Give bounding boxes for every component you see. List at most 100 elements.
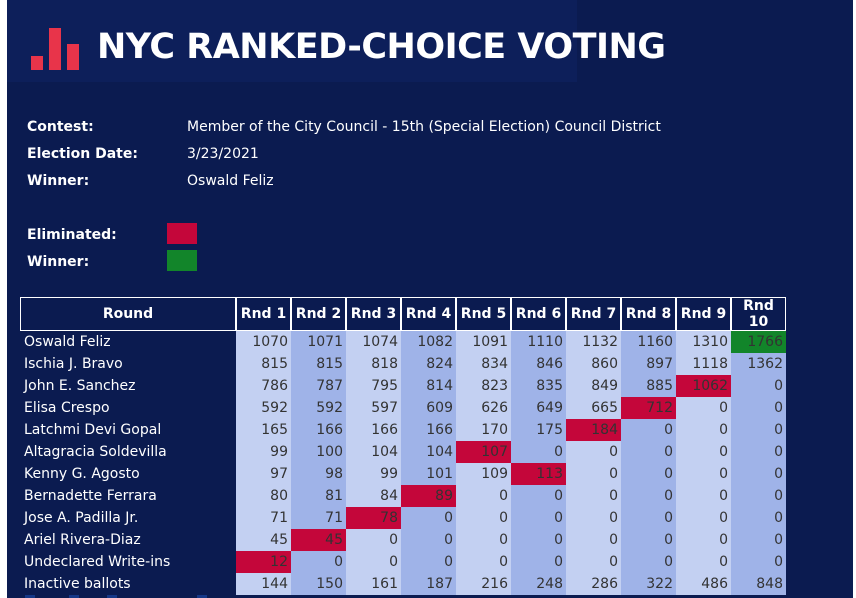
vote-count-cell: 0 <box>676 551 731 573</box>
vote-count-cell: 78 <box>346 507 401 529</box>
round-header-2: Rnd 2 <box>291 297 346 331</box>
vote-count-cell: 0 <box>676 485 731 507</box>
vote-count-cell: 166 <box>291 419 346 441</box>
vote-count-cell: 597 <box>346 397 401 419</box>
vote-count-cell: 897 <box>621 353 676 375</box>
vote-count-cell: 1062 <box>676 375 731 397</box>
table-row: Latchmi Devi Gopal 165 166 166 166 170 175 184 0… <box>20 419 786 441</box>
vote-count-cell: 860 <box>566 353 621 375</box>
vote-count-cell: 846 <box>511 353 566 375</box>
vote-count-cell: 0 <box>676 419 731 441</box>
vote-count-cell: 107 <box>456 441 511 463</box>
vote-count-cell: 712 <box>621 397 676 419</box>
vote-count-cell: 0 <box>566 441 621 463</box>
table-row: Ariel Rivera-Diaz 45 45 0 0 0 0 0 0 0 0 <box>20 529 786 551</box>
vote-count-cell: 0 <box>566 485 621 507</box>
vote-count-cell: 1118 <box>676 353 731 375</box>
vote-count-cell: 0 <box>456 551 511 573</box>
candidate-name: Undeclared Write-ins <box>24 554 171 570</box>
vote-count-cell: 71 <box>291 507 346 529</box>
candidate-name: Inactive ballots <box>24 576 131 592</box>
vote-count-cell: 248 <box>511 573 566 595</box>
vote-count-cell: 0 <box>731 551 786 573</box>
vote-count-cell: 609 <box>401 397 456 419</box>
table-row: Kenny G. Agosto 97 98 99 101 109 113 0 0 0 0 <box>20 463 786 485</box>
round-header-1: Rnd 1 <box>236 297 291 331</box>
vote-count-cell: 649 <box>511 397 566 419</box>
vote-count-cell: 101 <box>401 463 456 485</box>
vote-count-cell: 45 <box>291 529 346 551</box>
vote-count-cell: 166 <box>401 419 456 441</box>
election-date-label: Election Date: <box>27 146 138 162</box>
round-header-10: Rnd 10 <box>731 297 786 331</box>
vote-count-cell: 0 <box>511 529 566 551</box>
round-header-3: Rnd 3 <box>346 297 401 331</box>
vote-count-cell: 0 <box>401 529 456 551</box>
vote-count-cell: 1082 <box>401 331 456 353</box>
vote-count-cell: 1310 <box>676 331 731 353</box>
vote-count-cell: 0 <box>731 441 786 463</box>
vote-count-cell: 1110 <box>511 331 566 353</box>
results-table: Round Rnd 1 Rnd 2 Rnd 3 Rnd 4 Rnd 5 Rnd 6 Rnd … <box>20 297 786 595</box>
candidate-name: Altagracia Soldevilla <box>24 444 167 460</box>
election-date-value: 3/23/2021 <box>187 146 259 162</box>
vote-count-cell: 150 <box>291 573 346 595</box>
candidate-name: John E. Sanchez <box>24 378 136 394</box>
vote-count-cell: 786 <box>236 375 291 397</box>
vote-count-cell: 1160 <box>621 331 676 353</box>
vote-count-cell: 0 <box>731 419 786 441</box>
vote-count-cell: 0 <box>511 507 566 529</box>
vote-count-cell: 885 <box>621 375 676 397</box>
vote-count-cell: 835 <box>511 375 566 397</box>
vote-count-cell: 99 <box>236 441 291 463</box>
vote-count-cell: 0 <box>621 463 676 485</box>
vote-count-cell: 216 <box>456 573 511 595</box>
vote-count-cell: 0 <box>456 529 511 551</box>
table-row: Ischia J. Bravo 815 815 818 824 834 846 860 897 1… <box>20 353 786 375</box>
table-row: Undeclared Write-ins 12 0 0 0 0 0 0 0 0 0 <box>20 551 786 573</box>
table-row: Oswald Feliz 1070 1071 1074 1082 1091 1110 1132… <box>20 331 786 353</box>
vote-count-cell: 0 <box>401 507 456 529</box>
vote-count-cell: 626 <box>456 397 511 419</box>
vote-count-cell: 99 <box>346 463 401 485</box>
vote-count-cell: 795 <box>346 375 401 397</box>
vote-count-cell: 0 <box>566 507 621 529</box>
legend-eliminated-swatch <box>167 223 197 244</box>
vote-count-cell: 166 <box>346 419 401 441</box>
vote-count-cell: 0 <box>566 463 621 485</box>
candidate-name: Elisa Crespo <box>24 400 110 416</box>
candidate-name: Kenny G. Agosto <box>24 466 140 482</box>
legend-eliminated-label: Eliminated: <box>27 227 117 243</box>
vote-count-cell: 0 <box>511 441 566 463</box>
candidate-name: Jose A. Padilla Jr. <box>24 510 139 526</box>
candidate-name: Bernadette Ferrara <box>24 488 157 504</box>
table-row: John E. Sanchez 786 787 795 814 823 835 849 885 1… <box>20 375 786 397</box>
vote-count-cell: 1132 <box>566 331 621 353</box>
vote-count-cell: 98 <box>291 463 346 485</box>
vote-count-cell: 0 <box>291 551 346 573</box>
round-header: Round <box>20 297 236 331</box>
results-panel: NYC RANKED-CHOICE VOTING Contest: Member… <box>7 0 853 598</box>
vote-count-cell: 0 <box>346 551 401 573</box>
vote-count-cell: 787 <box>291 375 346 397</box>
round-header-6: Rnd 6 <box>511 297 566 331</box>
vote-count-cell: 0 <box>731 463 786 485</box>
page-title: NYC RANKED-CHOICE VOTING <box>97 27 666 67</box>
vote-count-cell: 104 <box>401 441 456 463</box>
table-row: Altagracia Soldevilla 99 100 104 104 107 0 0 0 0 0 <box>20 441 786 463</box>
round-header-9: Rnd 9 <box>676 297 731 331</box>
vote-count-cell: 592 <box>236 397 291 419</box>
candidate-name: Ariel Rivera-Diaz <box>24 532 141 548</box>
vote-count-cell: 0 <box>621 419 676 441</box>
vote-count-cell: 0 <box>731 375 786 397</box>
vote-count-cell: 165 <box>236 419 291 441</box>
round-header-7: Rnd 7 <box>566 297 621 331</box>
vote-count-cell: 144 <box>236 573 291 595</box>
vote-count-cell: 0 <box>731 397 786 419</box>
vote-count-cell: 592 <box>291 397 346 419</box>
contest-label: Contest: <box>27 119 94 135</box>
vote-count-cell: 834 <box>456 353 511 375</box>
vote-count-cell: 823 <box>456 375 511 397</box>
vote-count-cell: 1362 <box>731 353 786 375</box>
vote-count-cell: 0 <box>456 485 511 507</box>
